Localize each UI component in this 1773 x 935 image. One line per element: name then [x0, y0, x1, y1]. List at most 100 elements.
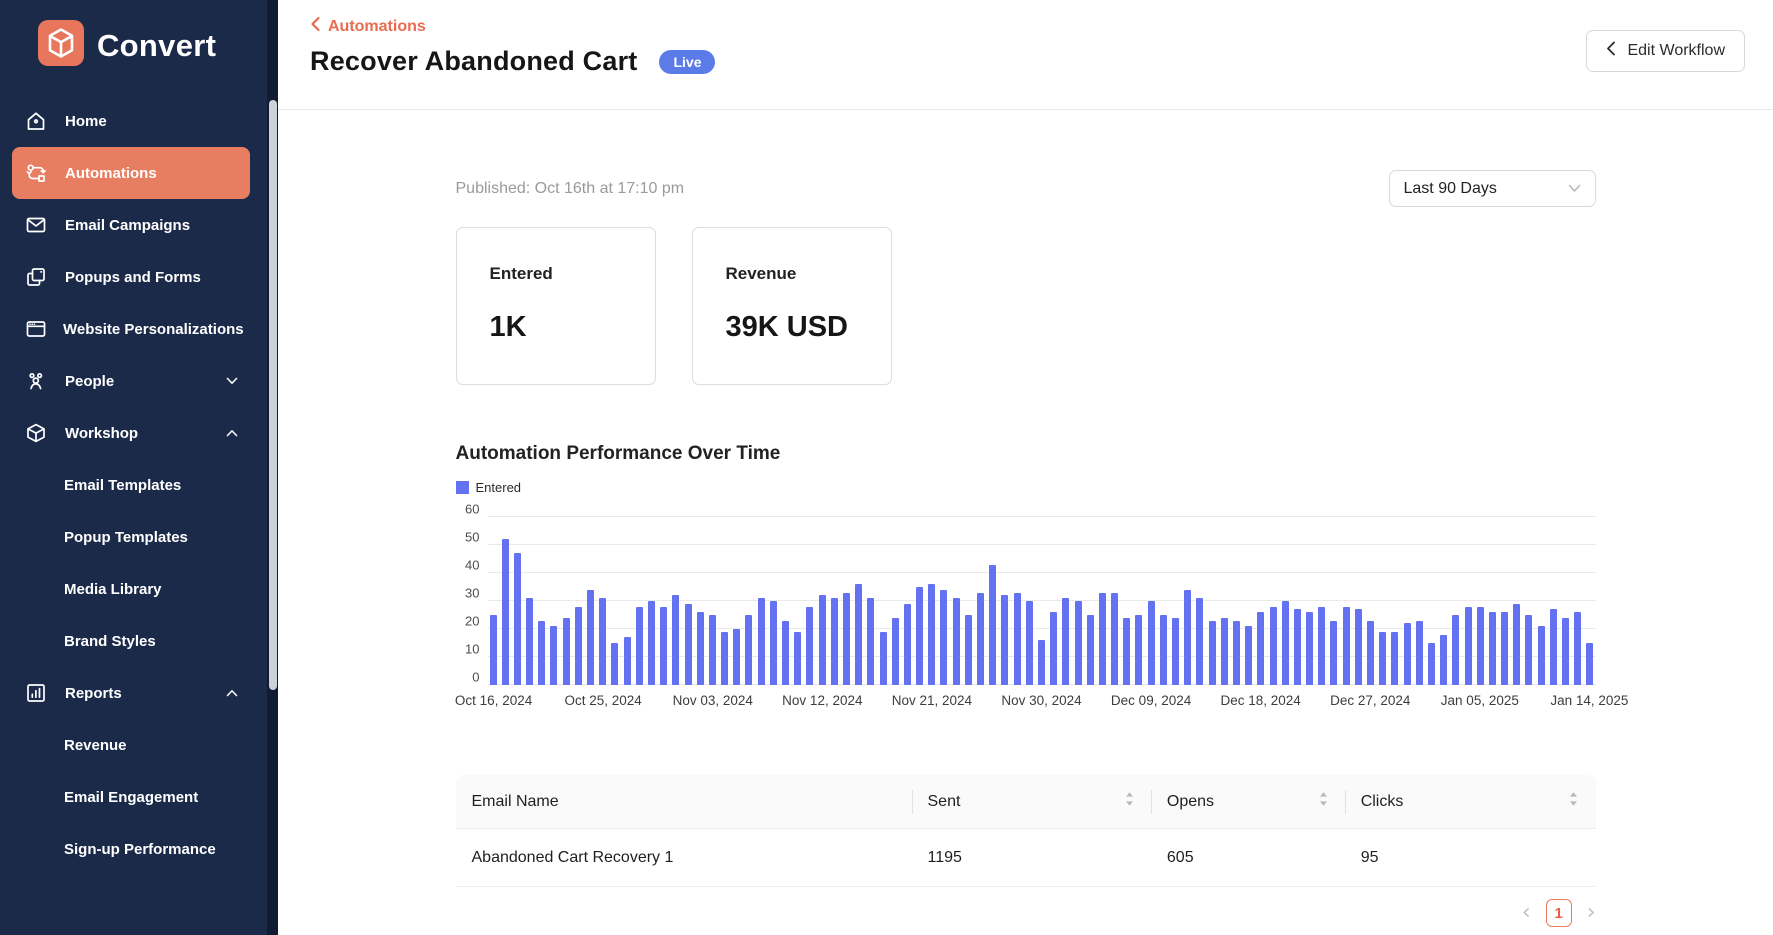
bar-entered [1281, 601, 1289, 685]
bar-entered [1367, 620, 1374, 685]
people-icon [24, 369, 50, 393]
sidebar-item-home[interactable]: Home [12, 95, 250, 147]
sidebar-item-label: Reports [65, 684, 122, 702]
sidebar-item-people[interactable]: People [12, 355, 250, 407]
edit-workflow-button[interactable]: Edit Workflow [1586, 30, 1745, 72]
sidebar-item-workshop[interactable]: Workshop [12, 407, 250, 459]
popups-icon [24, 265, 50, 289]
status-badge: Live [659, 49, 716, 74]
bar-entered [1525, 615, 1533, 685]
logo[interactable]: Convert [0, 0, 278, 71]
sidebar: Convert Home Automations Email Campaigns Po… [0, 0, 278, 935]
column-header-label: Email Name [471, 792, 559, 810]
bar-entered [989, 564, 997, 685]
bar-entered [538, 620, 546, 685]
bar-entered [745, 615, 753, 685]
email-icon [24, 213, 50, 237]
bar-entered [1050, 612, 1058, 685]
x-tick-label: Nov 12, 2024 [782, 693, 863, 708]
logo-text: Convert [97, 27, 217, 63]
table-row[interactable]: Abandoned Cart Recovery 1 1195 605 95 [455, 829, 1596, 887]
sidebar-item-email-templates[interactable]: Email Templates [12, 459, 250, 511]
bar-entered [1086, 615, 1094, 685]
table-cell-email-name: Abandoned Cart Recovery 1 [471, 848, 674, 866]
bar-entered [1135, 615, 1143, 685]
bar-entered [1269, 606, 1277, 685]
sidebar-item-label: Popups and Forms [65, 268, 201, 286]
sidebar-item-label: Workshop [65, 424, 139, 442]
bar-entered [1147, 601, 1155, 685]
x-tick-label: Nov 30, 2024 [1001, 693, 1082, 708]
bar-entered [1245, 626, 1253, 685]
bar-entered [891, 617, 899, 685]
x-tick-label: Jan 14, 2025 [1550, 693, 1629, 708]
automations-icon [24, 161, 50, 185]
bar-entered [903, 603, 911, 685]
sort-icon [1124, 791, 1135, 812]
breadcrumb-automations[interactable]: Automations [310, 16, 715, 37]
y-tick-label: 20 [465, 613, 480, 629]
bar-entered [1184, 589, 1192, 685]
content: Published: Oct 16th at 17:10 pm Last 90 … [455, 110, 1628, 927]
bar-entered [1586, 643, 1594, 685]
website-icon [24, 317, 48, 341]
bar-entered [855, 584, 863, 685]
x-tick-label: Dec 09, 2024 [1110, 693, 1192, 708]
chart-legend: Entered [455, 480, 1596, 495]
table-header-row: Email Name Sent Opens Clicks [455, 775, 1596, 829]
gridline [487, 600, 1596, 601]
sidebar-item-automations[interactable]: Automations [12, 147, 250, 199]
sidebar-item-reports[interactable]: Reports [12, 667, 250, 719]
bar-entered [1318, 606, 1326, 685]
meta-row: Published: Oct 16th at 17:10 pm Last 90 … [456, 170, 1596, 207]
sidebar-item-website-personalizations[interactable]: Website Personalizations [12, 303, 250, 355]
bar-entered [1391, 631, 1399, 685]
sidebar-item-popups-and-forms[interactable]: Popups and Forms [12, 251, 250, 303]
pagination: ‹ 1 › [456, 899, 1596, 927]
bar-entered [1549, 609, 1557, 685]
title-row: Recover Abandoned Cart Live [310, 46, 716, 77]
pagination-page-1[interactable]: 1 [1545, 899, 1572, 927]
reports-icon [24, 681, 50, 705]
bar-entered [1354, 609, 1362, 685]
bar-entered [782, 620, 789, 685]
column-header-label: Opens [1166, 792, 1215, 810]
bar-entered [623, 637, 631, 685]
email-results-table: Email Name Sent Opens Clicks Abandoned Cart… [455, 775, 1596, 887]
sidebar-item-popup-templates[interactable]: Popup Templates [12, 511, 250, 563]
sidebar-item-sign-up-performance[interactable]: Sign-up Performance [12, 823, 250, 875]
bar-entered [501, 539, 509, 685]
y-tick-label: 0 [472, 669, 480, 685]
sidebar-item-media-library[interactable]: Media Library [12, 563, 250, 615]
chevron-left-icon [1606, 41, 1616, 61]
bar-entered [1574, 612, 1582, 685]
bar-entered [1306, 612, 1314, 685]
date-range-select[interactable]: Last 90 Days [1388, 170, 1596, 207]
pagination-prev[interactable]: ‹ [1521, 900, 1531, 925]
column-header-sent[interactable]: Sent [911, 775, 1151, 828]
bar-chart: 0 10 20 30 40 50 60 [456, 502, 1596, 685]
column-header-clicks[interactable]: Clicks [1344, 775, 1596, 828]
bar-entered [1220, 617, 1228, 685]
sidebar-item-email-campaigns[interactable]: Email Campaigns [12, 199, 250, 251]
x-tick-label: Oct 25, 2024 [564, 693, 642, 708]
sidebar-item-email-engagement[interactable]: Email Engagement [12, 771, 250, 823]
legend-swatch-entered [455, 481, 469, 494]
bar-entered [733, 629, 741, 685]
column-header-opens[interactable]: Opens [1150, 775, 1345, 828]
bar-entered [1111, 592, 1119, 685]
bar-entered [1464, 606, 1472, 685]
bar-entered [1025, 601, 1033, 685]
sidebar-item-brand-styles[interactable]: Brand Styles [12, 615, 250, 667]
chart-plot-area [487, 516, 1596, 685]
sidebar-scrollbar-thumb[interactable] [269, 100, 277, 690]
sidebar-item-label: Popup Templates [64, 528, 188, 546]
sidebar-item-revenue[interactable]: Revenue [12, 719, 250, 771]
bar-entered [1488, 612, 1496, 685]
bar-entered [1403, 623, 1411, 685]
bar-entered [1123, 617, 1131, 685]
bar-entered [1501, 612, 1509, 685]
topbar-left: Automations Recover Abandoned Cart Live [310, 16, 716, 77]
pagination-next[interactable]: › [1586, 900, 1596, 925]
gridline [487, 628, 1596, 629]
